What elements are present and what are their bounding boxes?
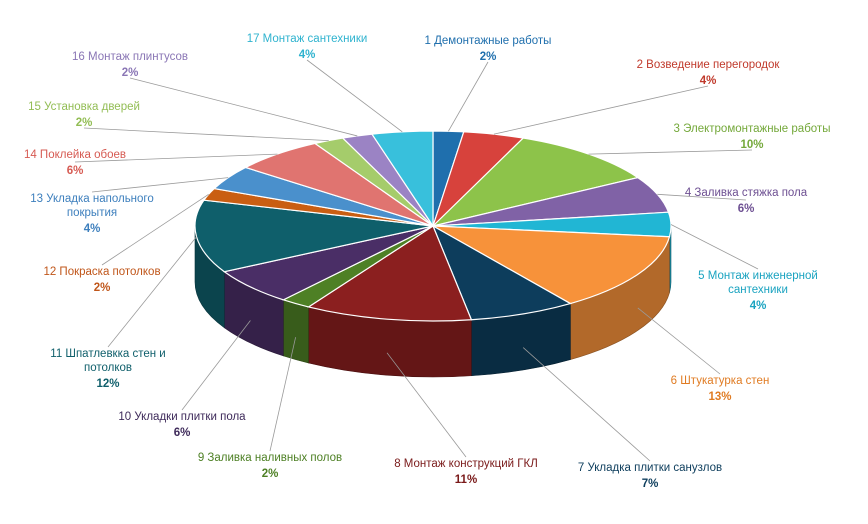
slice-6 (432, 225, 671, 305)
slice-label-text: 7 Укладка плитки санузлов (578, 462, 722, 474)
slice-pct-label: 2% (94, 282, 111, 294)
slice-label-text: 1 Демонтажные работы (425, 35, 552, 47)
slice-label-text: 9 Заливка наливных полов (198, 452, 342, 464)
slice-label-text: 17 Монтаж сантехники (247, 33, 368, 45)
slice-pct-label: 4% (750, 300, 767, 312)
leader-line-5 (670, 224, 759, 270)
slice-label-12: 12 Покраска потолков 2% (43, 266, 160, 294)
leader-line-7 (522, 347, 651, 462)
slice-label-6: 6 Штукатурка стен 13% (671, 375, 770, 403)
slice-pct-label: 6% (67, 165, 84, 177)
slice-label-10: 10 Укладки плитки пола 6% (118, 411, 246, 439)
slice-label-text: сантехники (728, 284, 788, 296)
slice-8 (306, 225, 473, 322)
slice-label-17: 17 Монтаж сантехники 4% (247, 33, 368, 61)
slice-3 (431, 137, 640, 228)
slice-pct-label: 10% (740, 139, 763, 151)
slice-7 (431, 224, 572, 321)
slice-label-text: 11 Шпатлевкка стен и (50, 348, 165, 360)
slice-label-text: 14 Поклейка обоев (24, 149, 126, 161)
label-leader-lines (74, 59, 759, 462)
slice-11 (194, 199, 434, 273)
leader-line-4 (657, 193, 747, 201)
leader-line-3 (588, 149, 753, 155)
slice-label-text: 8 Монтаж конструкций ГКЛ (394, 458, 538, 470)
pie-tops (194, 130, 672, 322)
slice-label-text: 2 Возведение перегородок (637, 59, 781, 71)
slice-label-text: 13 Укладка напольного (30, 193, 154, 205)
leader-line-2 (493, 85, 709, 135)
slice-label-16: 16 Монтаж плинтусов 2% (72, 51, 188, 79)
slice-pct-label: 6% (738, 203, 755, 215)
slice-label-text: 15 Установка дверей (28, 101, 140, 113)
slice-labels: 1 Демонтажные работы 2% 2 Возведение перег… (24, 33, 831, 490)
slice-pct-label: 2% (76, 117, 93, 129)
leader-line-13 (91, 177, 229, 193)
slice-side-9 (283, 299, 309, 364)
slice-label-text: 12 Покраска потолков (43, 266, 160, 278)
slice-pct-label: 4% (84, 223, 101, 235)
leader-line-8 (386, 352, 467, 458)
slice-label-3: 3 Электромонтажные работы 10% (674, 123, 831, 151)
slice-pct-label: 11% (455, 474, 477, 486)
slice-label-text: 16 Монтаж плинтусов (72, 51, 188, 63)
pie-sides (194, 225, 672, 378)
slice-label-4: 4 Заливка стяжка пола 6% (685, 187, 808, 215)
slice-label-1: 1 Демонтажные работы 2% (425, 35, 552, 63)
slice-label-text: 6 Штукатурка стен (671, 375, 770, 387)
slice-label-14: 14 Поклейка обоев 6% (24, 149, 126, 177)
slice-17 (370, 130, 434, 228)
leader-line-1 (448, 61, 489, 132)
slice-label-text: 10 Укладки плитки пола (118, 411, 246, 423)
slice-pct-label: 4% (700, 75, 717, 87)
leader-line-10 (181, 320, 251, 411)
leader-line-14 (74, 153, 278, 163)
slice-label-11: 11 Шпатлевкка стен и потолков 12% (50, 348, 165, 390)
slice-pct-label: 7% (642, 478, 659, 490)
slice-label-8: 8 Монтаж конструкций ГКЛ 11% (394, 458, 538, 486)
slice-label-text: 3 Электромонтажные работы (674, 123, 831, 135)
slice-label-text: покрытия (67, 207, 117, 219)
slice-label-5: 5 Монтаж инженерной сантехники 4% (698, 270, 818, 312)
leader-line-6 (637, 307, 721, 375)
slice-pct-label: 6% (174, 427, 191, 439)
slice-label-text: 4 Заливка стяжка пола (685, 187, 808, 199)
leader-line-9 (269, 337, 297, 452)
slice-label-13: 13 Укладка напольного покрытия 4% (30, 193, 154, 235)
leader-line-12 (101, 193, 209, 266)
leader-line-15 (83, 127, 329, 141)
slice-pct-label: 4% (299, 49, 316, 61)
slice-label-15: 15 Установка дверей 2% (28, 101, 140, 129)
slice-pct-label: 12% (96, 378, 119, 390)
slice-label-2: 2 Возведение перегородок 4% (637, 59, 781, 87)
slice-label-text: 5 Монтаж инженерной (698, 270, 818, 282)
leader-line-16 (129, 77, 358, 137)
slice-pct-label: 2% (122, 67, 139, 79)
slice-pct-label: 2% (480, 51, 497, 63)
leader-line-17 (306, 59, 403, 133)
slice-pct-label: 2% (262, 468, 279, 480)
slice-label-9: 9 Заливка наливных полов 2% (198, 452, 342, 480)
slice-label-7: 7 Укладка плитки санузлов 7% (578, 462, 722, 490)
slice-label-text: потолков (84, 362, 132, 374)
leader-line-11 (107, 236, 197, 348)
slice-pct-label: 13% (708, 391, 731, 403)
